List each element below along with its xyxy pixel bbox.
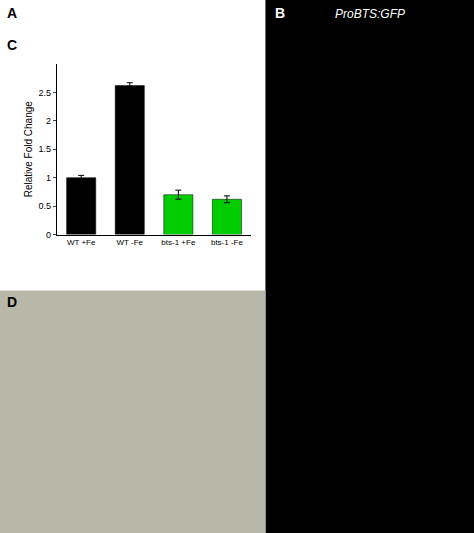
svg-text:bts-1 -Fe: bts-1 -Fe (211, 238, 244, 247)
svg-text:WT +Fe: WT +Fe (67, 238, 96, 247)
svg-text:2.5: 2.5 (39, 88, 52, 98)
svg-text:2: 2 (46, 116, 51, 126)
svg-text:B: B (275, 5, 285, 21)
svg-text:bts-1 +Fe: bts-1 +Fe (161, 238, 196, 247)
svg-text:A: A (7, 5, 17, 21)
svg-text:C: C (7, 37, 17, 53)
svg-text:1: 1 (46, 173, 51, 183)
svg-text:WT -Fe: WT -Fe (117, 238, 144, 247)
svg-text:ProBTS:GFP: ProBTS:GFP (335, 7, 405, 21)
svg-text:Relative Fold Change: Relative Fold Change (23, 101, 34, 198)
svg-text:0.5: 0.5 (39, 201, 52, 211)
svg-text:1.5: 1.5 (39, 144, 52, 154)
svg-text:D: D (7, 294, 17, 310)
svg-text:0: 0 (46, 230, 51, 240)
